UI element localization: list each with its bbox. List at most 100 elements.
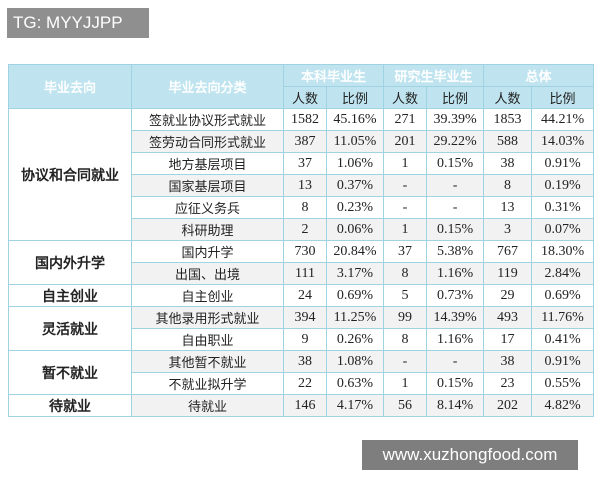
ratio-cell: 0.26% xyxy=(325,328,385,351)
header-ratio: 比例 xyxy=(426,86,485,109)
count-cell: 8 xyxy=(383,262,428,285)
count-cell: 588 xyxy=(483,130,533,153)
group-label: 待就业 xyxy=(8,394,132,417)
ratio-cell: 0.55% xyxy=(531,372,595,395)
count-cell: 394 xyxy=(283,306,327,329)
header-total: 总体 xyxy=(483,64,595,87)
count-cell: 1 xyxy=(383,152,428,175)
ratio-cell: 5.38% xyxy=(426,240,485,263)
table-row: 国家基层项目 13 0.37% - -8 0.19% xyxy=(9,174,595,197)
count-cell: 271 xyxy=(383,108,428,131)
row-label: 不就业拟升学 xyxy=(131,372,284,395)
ratio-cell: 2.84% xyxy=(531,262,595,285)
table-row: 签劳动合同形式就业 387 11.05% 201 29.22% 588 14.03% xyxy=(9,130,595,153)
employment-table: 毕业去向 毕业去向分类 本科毕业生 研究生毕业生 总体 人数 比例 人数 比例 … xyxy=(8,64,595,417)
row-label: 签就业协议形式就业 xyxy=(131,108,284,131)
ratio-cell: 0.15% xyxy=(426,152,485,175)
group-label: 协议和合同就业 xyxy=(8,108,132,241)
row-label: 签劳动合同形式就业 xyxy=(131,130,284,153)
ratio-cell: 1.08% xyxy=(325,350,385,373)
count-cell: 38 xyxy=(483,350,533,373)
ratio-cell: - xyxy=(426,196,485,219)
count-cell: 387 xyxy=(283,130,327,153)
table-row: 国内外升学 国内升学 730 20.84% 37 5.38% 767 18.30% xyxy=(8,240,595,285)
table-body: 协议和合同就业 签就业协议形式就业 1582 45.16% 271 39.39% 1853 4… xyxy=(8,108,595,417)
table-row: 自主创业 自主创业 24 0.69% 5 0.73% 29 0.69% xyxy=(8,284,595,307)
table-row: 出国、出境 111 3.17% 8 1.16% 119 2.84% xyxy=(9,262,595,285)
count-cell: 493 xyxy=(483,306,533,329)
count-cell: - xyxy=(383,174,428,197)
header-ratio: 比例 xyxy=(531,86,595,109)
group-label: 灵活就业 xyxy=(8,306,132,351)
count-cell: 38 xyxy=(483,152,533,175)
ratio-cell: 0.15% xyxy=(426,372,485,395)
count-cell: 9 xyxy=(283,328,327,351)
count-cell: 22 xyxy=(283,372,327,395)
ratio-cell: 0.31% xyxy=(531,196,595,219)
group-label: 自主创业 xyxy=(8,284,132,307)
row-label: 国家基层项目 xyxy=(131,174,284,197)
count-cell: 99 xyxy=(383,306,428,329)
ratio-cell: 39.39% xyxy=(426,108,485,131)
count-cell: 5 xyxy=(383,284,428,307)
row-label: 应征义务兵 xyxy=(131,196,284,219)
header-destination: 毕业去向 xyxy=(8,64,132,109)
watermark-bottom: www.xuzhongfood.com xyxy=(362,440,578,470)
count-cell: 202 xyxy=(483,394,533,417)
count-cell: 119 xyxy=(483,262,533,285)
row-label: 国内升学 xyxy=(131,240,284,263)
ratio-cell: 0.41% xyxy=(531,328,595,351)
ratio-cell: 1.06% xyxy=(325,152,385,175)
row-label: 其他暂不就业 xyxy=(131,350,284,373)
row-label: 自主创业 xyxy=(131,284,284,307)
count-cell: 37 xyxy=(283,152,327,175)
ratio-cell: 20.84% xyxy=(325,240,385,263)
count-cell: 56 xyxy=(383,394,428,417)
count-cell: 38 xyxy=(283,350,327,373)
row-label: 地方基层项目 xyxy=(131,152,284,175)
ratio-cell: 0.19% xyxy=(531,174,595,197)
ratio-cell: 0.91% xyxy=(531,350,595,373)
count-cell: 8 xyxy=(283,196,327,219)
ratio-cell: - xyxy=(426,174,485,197)
count-cell: 1582 xyxy=(283,108,327,131)
ratio-cell: 0.06% xyxy=(325,218,385,241)
header-count: 人数 xyxy=(283,86,327,109)
count-cell: 111 xyxy=(283,262,327,285)
ratio-cell: 0.23% xyxy=(325,196,385,219)
count-cell: 730 xyxy=(283,240,327,263)
table-row: 待就业 待就业 146 4.17% 56 8.14% 202 4.82% xyxy=(8,394,595,417)
count-cell: 17 xyxy=(483,328,533,351)
ratio-cell: - xyxy=(426,350,485,373)
row-label: 其他录用形式就业 xyxy=(131,306,284,329)
count-cell: 767 xyxy=(483,240,533,263)
ratio-cell: 0.69% xyxy=(531,284,595,307)
count-cell: 37 xyxy=(383,240,428,263)
ratio-cell: 0.37% xyxy=(325,174,385,197)
ratio-cell: 0.63% xyxy=(325,372,385,395)
watermark-top: TG: MYYJJPP xyxy=(7,8,149,38)
ratio-cell: 1.16% xyxy=(426,262,485,285)
count-cell: 8 xyxy=(483,174,533,197)
ratio-cell: 45.16% xyxy=(325,108,385,131)
table-row: 灵活就业 其他录用形式就业 394 11.25% 99 14.39% 493 11.76% xyxy=(8,306,595,351)
group-label: 国内外升学 xyxy=(8,240,132,285)
count-cell: 13 xyxy=(483,196,533,219)
count-cell: 23 xyxy=(483,372,533,395)
ratio-cell: 4.17% xyxy=(325,394,385,417)
header-grad: 研究生毕业生 xyxy=(383,64,485,87)
ratio-cell: 11.76% xyxy=(531,306,595,329)
count-cell: 146 xyxy=(283,394,327,417)
ratio-cell: 0.91% xyxy=(531,152,595,175)
count-cell: - xyxy=(383,350,428,373)
ratio-cell: 0.07% xyxy=(531,218,595,241)
row-label: 待就业 xyxy=(131,394,284,417)
ratio-cell: 0.73% xyxy=(426,284,485,307)
ratio-cell: 18.30% xyxy=(531,240,595,263)
header-count: 人数 xyxy=(383,86,428,109)
count-cell: 8 xyxy=(383,328,428,351)
ratio-cell: 11.05% xyxy=(325,130,385,153)
count-cell: 1 xyxy=(383,372,428,395)
ratio-cell: 44.21% xyxy=(531,108,595,131)
ratio-cell: 0.69% xyxy=(325,284,385,307)
